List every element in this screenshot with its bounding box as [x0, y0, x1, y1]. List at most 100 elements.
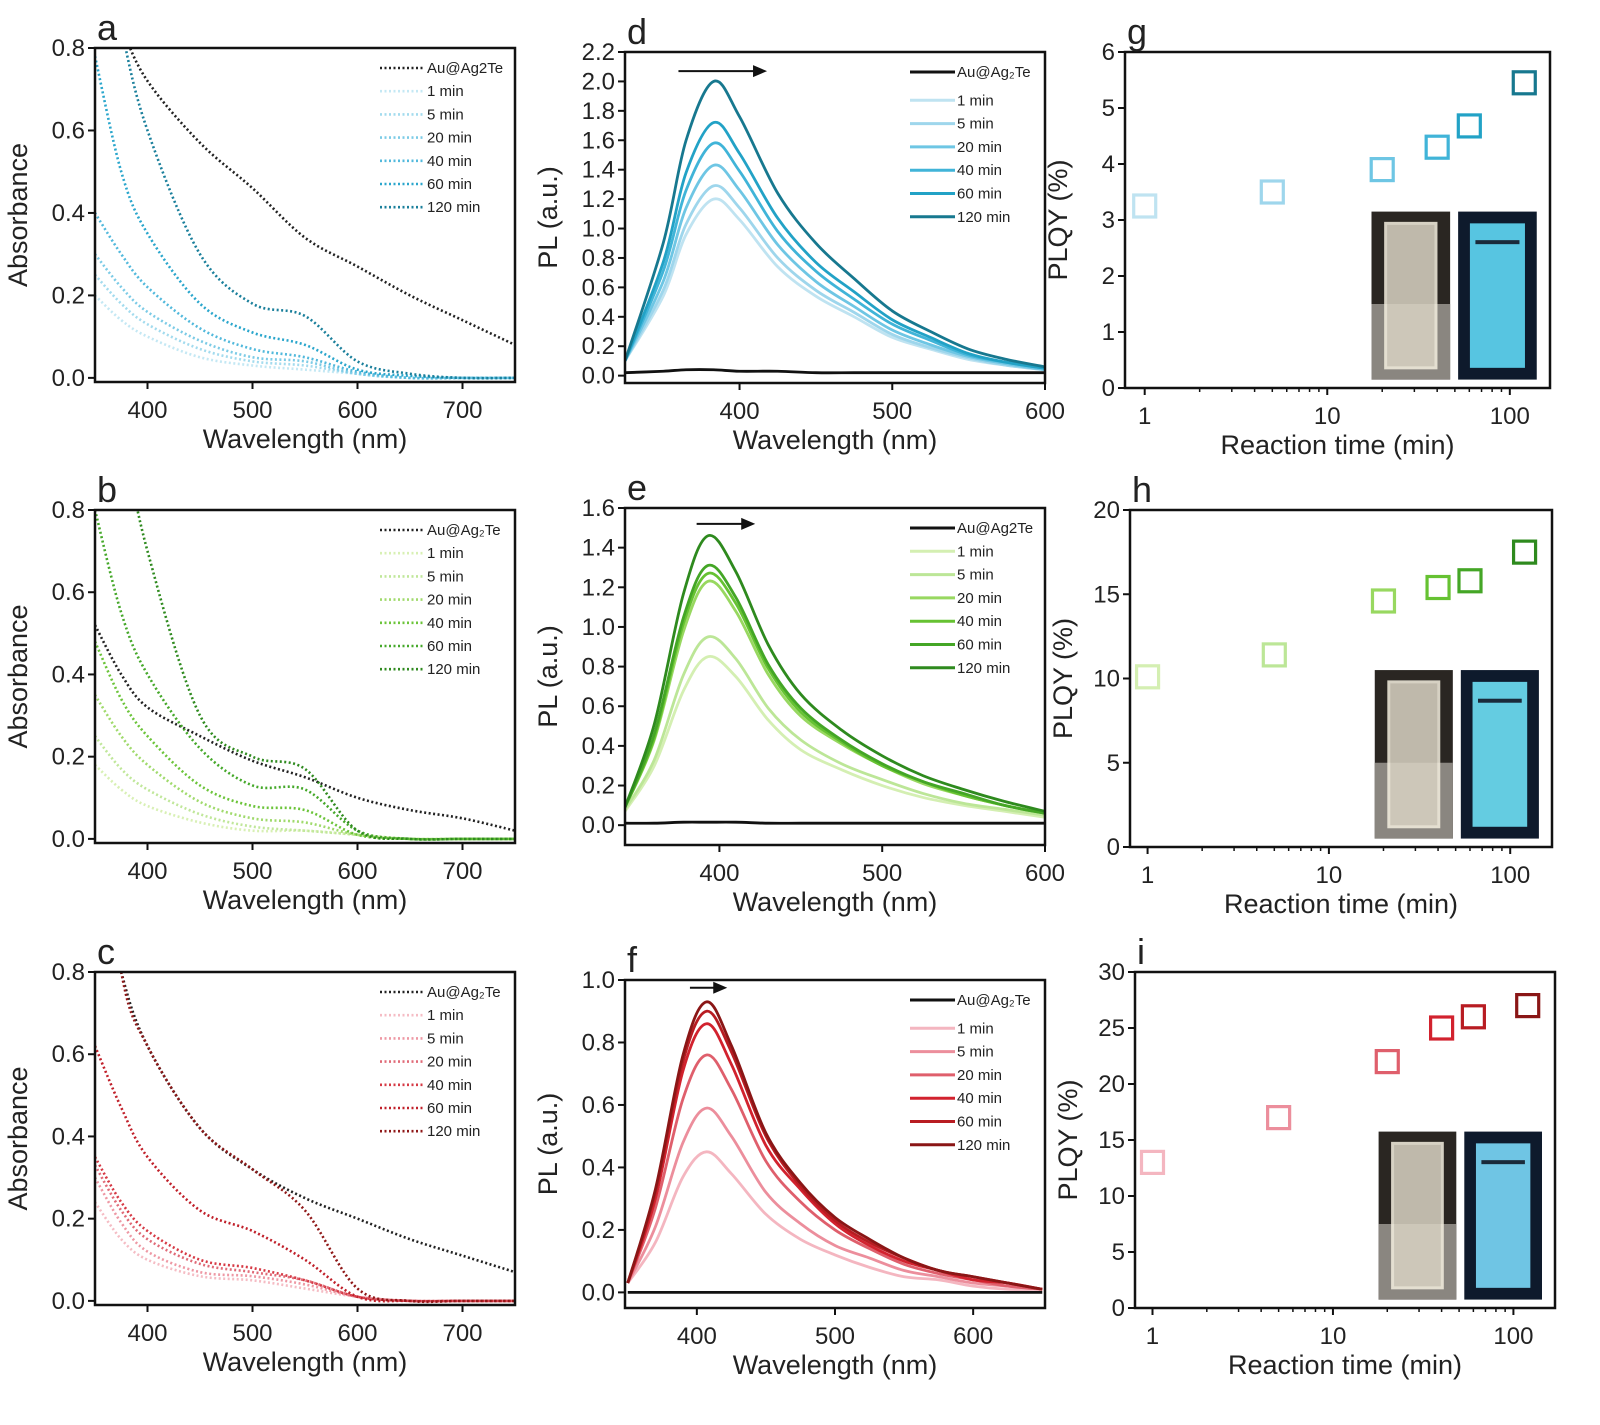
- legend-label: Au@Ag2Te: [427, 60, 503, 77]
- x-tick-label: 10: [1314, 403, 1341, 430]
- legend-label: 40 min: [957, 613, 1002, 630]
- legend-label: 60 min: [427, 1100, 472, 1117]
- x-tick-label: 400: [720, 398, 760, 425]
- series-line-5: [625, 120, 1045, 370]
- y-tick-label: 0.0: [52, 826, 85, 853]
- series-line-6: [124, 48, 515, 380]
- axes-frame: [93, 508, 517, 845]
- legend-label: 60 min: [427, 638, 472, 655]
- panel-letter: i: [1137, 931, 1145, 972]
- glowing-cuvette: [1469, 223, 1525, 368]
- liquid-meniscus: [1478, 698, 1522, 703]
- arrow-head: [741, 517, 756, 530]
- y-tick-label: 10: [1098, 1183, 1125, 1210]
- y-tick-label: 5: [1102, 95, 1115, 122]
- legend-label: 60 min: [957, 1114, 1002, 1131]
- y-tick-label: 1.2: [582, 574, 615, 601]
- x-tick-label: 600: [953, 1323, 993, 1350]
- series-line-6: [625, 534, 1045, 813]
- legend-label: 1 min: [427, 83, 464, 100]
- y-tick-label: 10: [1093, 666, 1120, 693]
- x-tick-label: 500: [232, 1320, 272, 1347]
- legend-label: 20 min: [957, 590, 1002, 607]
- axes-frame: [623, 506, 1047, 847]
- y-tick-label: 0.4: [582, 733, 615, 760]
- x-tick-label: 500: [815, 1323, 855, 1350]
- data-point-0: [1134, 664, 1161, 690]
- liquid-meniscus: [1475, 240, 1520, 245]
- y-tick-label: 0.8: [582, 245, 615, 272]
- data-point-1: [1261, 642, 1287, 668]
- y-tick-label: 0.6: [52, 117, 85, 144]
- series-line-1: [95, 1201, 515, 1303]
- x-tick-label: 400: [699, 860, 739, 887]
- legend-label: 5 min: [427, 106, 464, 123]
- y-tick-label: 30: [1098, 959, 1125, 986]
- y-axis-label: PL (a.u.): [533, 625, 563, 728]
- y-tick-label: 0.8: [52, 497, 85, 524]
- axes-frame: [93, 970, 517, 1307]
- x-tick-label: 500: [862, 860, 902, 887]
- series-line-1: [625, 197, 1045, 372]
- y-tick-label: 1: [1102, 319, 1115, 346]
- y-tick-label: 0.2: [52, 744, 85, 771]
- legend-label: 20 min: [957, 1067, 1002, 1084]
- plot-area: [95, 48, 515, 380]
- y-tick-label: 1.2: [582, 186, 615, 213]
- x-tick-label: 700: [442, 397, 482, 424]
- x-tick-label: 400: [677, 1323, 717, 1350]
- cuvette: [1384, 221, 1438, 370]
- axes-frame: [93, 46, 517, 384]
- legend-label: 5 min: [427, 568, 464, 585]
- panel-i: 1 10 100 0 5 10 15 20 25 30 Reaction time (min) PLQ…: [1053, 931, 1557, 1380]
- y-tick-label: 1.4: [582, 157, 615, 184]
- series-line-5: [625, 563, 1045, 815]
- series-line-6: [626, 1000, 1043, 1291]
- x-tick-label: 10: [1316, 862, 1343, 889]
- legend-label: 1 min: [957, 1020, 994, 1037]
- y-tick-label: 0.2: [582, 1217, 615, 1244]
- y-axis-label: PLQY (%): [1043, 159, 1073, 280]
- panel-letter: g: [1127, 11, 1147, 52]
- inset-photo-uv: [1460, 670, 1539, 839]
- series-line-1: [626, 1150, 1043, 1291]
- panel-letter: e: [627, 467, 647, 508]
- legend-label: 120 min: [957, 660, 1010, 677]
- x-tick-label: 600: [1025, 398, 1065, 425]
- y-axis-label: Absorbance: [3, 604, 33, 748]
- series-line-4: [625, 141, 1045, 370]
- series-line-2: [625, 635, 1045, 817]
- series-line-4: [95, 641, 515, 841]
- y-axis-label: PL (a.u.): [533, 1093, 563, 1196]
- series-line-1: [95, 294, 515, 380]
- data-point-2: [1374, 1048, 1400, 1075]
- y-tick-label: 0.4: [52, 1123, 85, 1150]
- legend-label: 40 min: [957, 1090, 1002, 1107]
- y-tick-label: 20: [1098, 1071, 1125, 1098]
- legend-label: 60 min: [427, 176, 472, 193]
- y-tick-label: 20: [1093, 497, 1120, 524]
- series-line-1: [625, 655, 1045, 819]
- x-tick-label: 10: [1320, 1323, 1347, 1350]
- y-tick-label: 0: [1102, 375, 1115, 402]
- y-tick-label: 0.2: [582, 773, 615, 800]
- y-tick-label: 1.0: [582, 216, 615, 243]
- data-point-4: [1456, 113, 1482, 139]
- y-tick-label: 1.8: [582, 98, 615, 125]
- legend-label: 120 min: [957, 1137, 1010, 1154]
- legend-label: 120 min: [427, 1123, 480, 1140]
- data-point-3: [1428, 1015, 1455, 1041]
- legend-label: Au@Ag₂Te: [957, 992, 1031, 1009]
- data-point-1: [1266, 1104, 1292, 1131]
- legend-label: 20 min: [427, 130, 472, 147]
- data-point-5: [1511, 70, 1537, 96]
- panel-h: 1 10 100 0 5 10 15 20 Reaction time (min) PLQY (%…: [1048, 469, 1554, 919]
- data-point-2: [1370, 588, 1397, 614]
- liquid-meniscus: [1481, 1160, 1525, 1165]
- series-line-0: [95, 624, 515, 832]
- y-tick-label: 1.0: [582, 614, 615, 641]
- x-tick-label: 400: [127, 1320, 167, 1347]
- x-axis-label: Wavelength (nm): [203, 424, 408, 454]
- y-tick-label: 2.0: [582, 68, 615, 95]
